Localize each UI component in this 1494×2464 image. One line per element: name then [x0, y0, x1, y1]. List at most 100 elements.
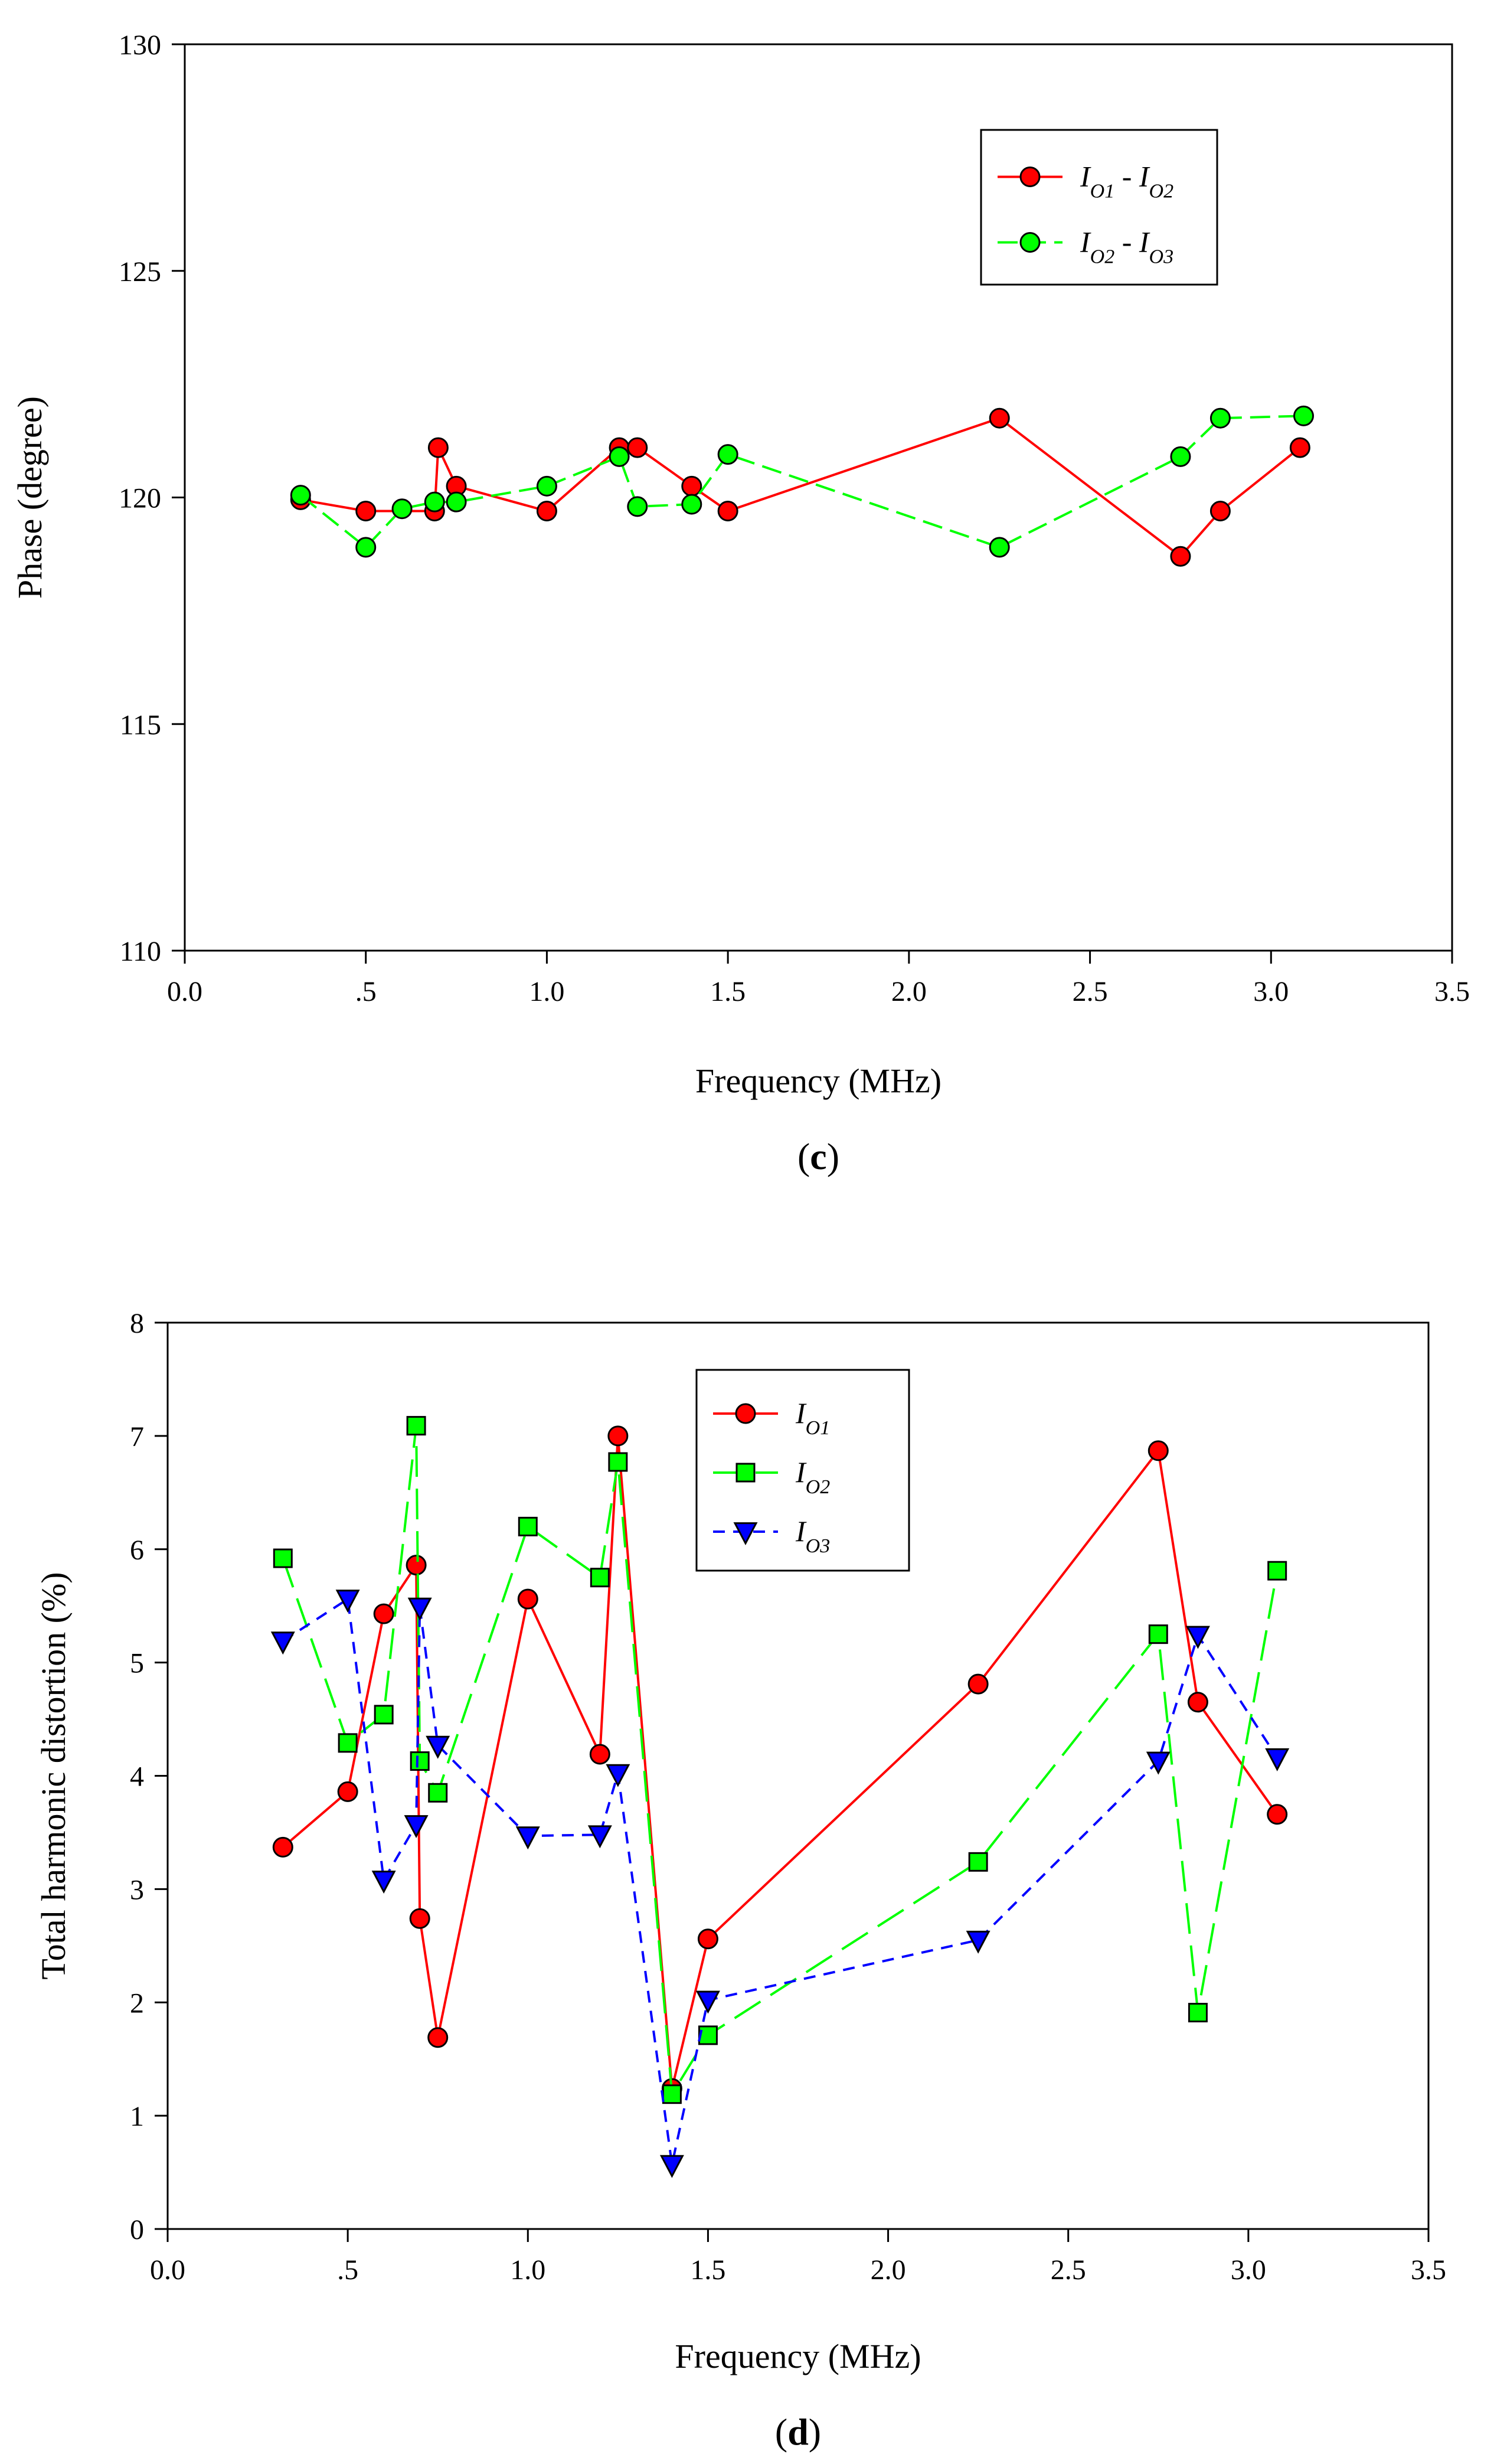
legend-label: IO1 - IO2: [1080, 160, 1173, 203]
data-point: [1267, 1804, 1288, 1825]
x-tick-label: 2.5: [1073, 976, 1108, 1007]
data-point: [1170, 546, 1191, 567]
data-point: [989, 407, 1010, 429]
panel-label: (d): [775, 2411, 821, 2453]
data-point: [272, 1836, 293, 1858]
legend-marker: [1019, 167, 1041, 187]
data-point: [681, 494, 702, 515]
y-axis-title: Phase (degree): [11, 396, 49, 599]
data-point: [517, 1588, 538, 1610]
series-o1: [290, 407, 1310, 567]
data-point: [426, 1735, 450, 1759]
legend-label: IO2 - IO3: [1080, 226, 1173, 268]
y-tick-label: 3: [130, 1874, 144, 1905]
x-axis-title: Frequency (MHz): [675, 2337, 921, 2375]
y-axis-title: Total harmonic distortion (%): [34, 1572, 73, 1979]
x-tick-label: .5: [337, 2254, 358, 2286]
data-point: [1265, 1748, 1290, 1771]
data-point: [410, 1751, 430, 1771]
legend-label: IO2: [795, 1455, 830, 1498]
legend-box: [695, 1369, 910, 1572]
data-point: [406, 1416, 426, 1436]
data-point: [659, 2155, 684, 2178]
x-tick-label: 1.0: [529, 976, 564, 1007]
y-tick-label: 4: [130, 1761, 144, 1793]
data-point: [373, 1603, 394, 1624]
data-point: [589, 1744, 610, 1765]
plot-frame: [184, 43, 1453, 952]
data-point: [407, 1597, 432, 1621]
data-point: [627, 496, 648, 517]
y-tick-label: 0: [130, 2214, 144, 2246]
data-point: [606, 1764, 630, 1787]
data-point: [966, 1930, 990, 1954]
legend-label: IO1: [795, 1396, 830, 1439]
data-point: [1267, 1561, 1287, 1581]
data-point: [1170, 446, 1191, 467]
data-point: [371, 1871, 396, 1894]
y-tick-label: 7: [130, 1421, 144, 1453]
data-point: [409, 1908, 430, 1929]
x-tick-label: 2.0: [891, 976, 927, 1007]
series-line: [282, 1597, 1279, 2165]
data-point: [515, 1826, 540, 1850]
data-point: [607, 1425, 629, 1447]
x-tick-label: 0.0: [150, 2254, 185, 2286]
x-tick-label: 3.5: [1411, 2254, 1446, 2286]
data-point: [1209, 501, 1231, 522]
data-point: [1293, 405, 1314, 426]
series-o2: [290, 405, 1314, 558]
data-point: [290, 485, 311, 506]
legend-marker: [735, 1463, 756, 1483]
y-tick-label: 6: [130, 1535, 144, 1566]
y-tick-label: 5: [130, 1648, 144, 1679]
data-point: [424, 491, 445, 513]
data-point: [1187, 1692, 1208, 1713]
legend-marker: [733, 1522, 758, 1546]
data-point: [518, 1516, 538, 1536]
data-point: [335, 1590, 360, 1613]
data-point: [427, 2027, 449, 2048]
data-point: [1188, 2003, 1208, 2023]
y-tick-label: 110: [120, 936, 161, 967]
legend-marker: [1019, 232, 1041, 253]
data-point: [717, 444, 738, 465]
data-point: [662, 2084, 682, 2104]
y-tick-label: 115: [120, 709, 161, 740]
data-point: [1289, 437, 1310, 458]
data-point: [270, 1631, 295, 1655]
data-point: [337, 1781, 358, 1802]
y-tick-label: 125: [119, 256, 161, 288]
data-point: [989, 537, 1010, 558]
data-point: [1185, 1626, 1210, 1649]
data-point: [698, 2025, 718, 2045]
data-point: [446, 491, 467, 513]
data-point: [590, 1568, 610, 1588]
data-point: [427, 437, 449, 458]
panel-label: (c): [797, 1135, 839, 1177]
data-point: [697, 1928, 718, 1950]
data-point: [428, 1783, 448, 1803]
y-tick-label: 120: [119, 483, 161, 514]
x-tick-label: 3.0: [1253, 976, 1289, 1007]
data-point: [338, 1733, 358, 1753]
data-point: [391, 498, 413, 520]
x-axis-title: Frequency (MHz): [695, 1062, 941, 1100]
data-point: [1146, 1751, 1171, 1775]
x-tick-label: 1.0: [510, 2254, 545, 2286]
data-point: [536, 501, 557, 522]
x-tick-label: 1.5: [710, 976, 746, 1007]
x-tick-label: 3.5: [1434, 976, 1470, 1007]
data-point: [587, 1825, 612, 1849]
y-tick-label: 8: [130, 1308, 144, 1339]
legend-marker: [735, 1403, 756, 1424]
series-o3: [270, 1590, 1290, 2178]
thd-chart-panel: 0.0 .5 1.0 1.5 2.0 2.5 3.0 3.5 0 1 2 3 4 5 6 7 8 Frequenc…: [34, 1308, 1446, 2453]
x-tick-label: 0.0: [167, 976, 202, 1007]
data-point: [404, 1815, 429, 1839]
legend-box: [980, 129, 1218, 286]
series-o2: [273, 1416, 1287, 2104]
data-point: [609, 446, 630, 467]
data-point: [536, 475, 557, 497]
